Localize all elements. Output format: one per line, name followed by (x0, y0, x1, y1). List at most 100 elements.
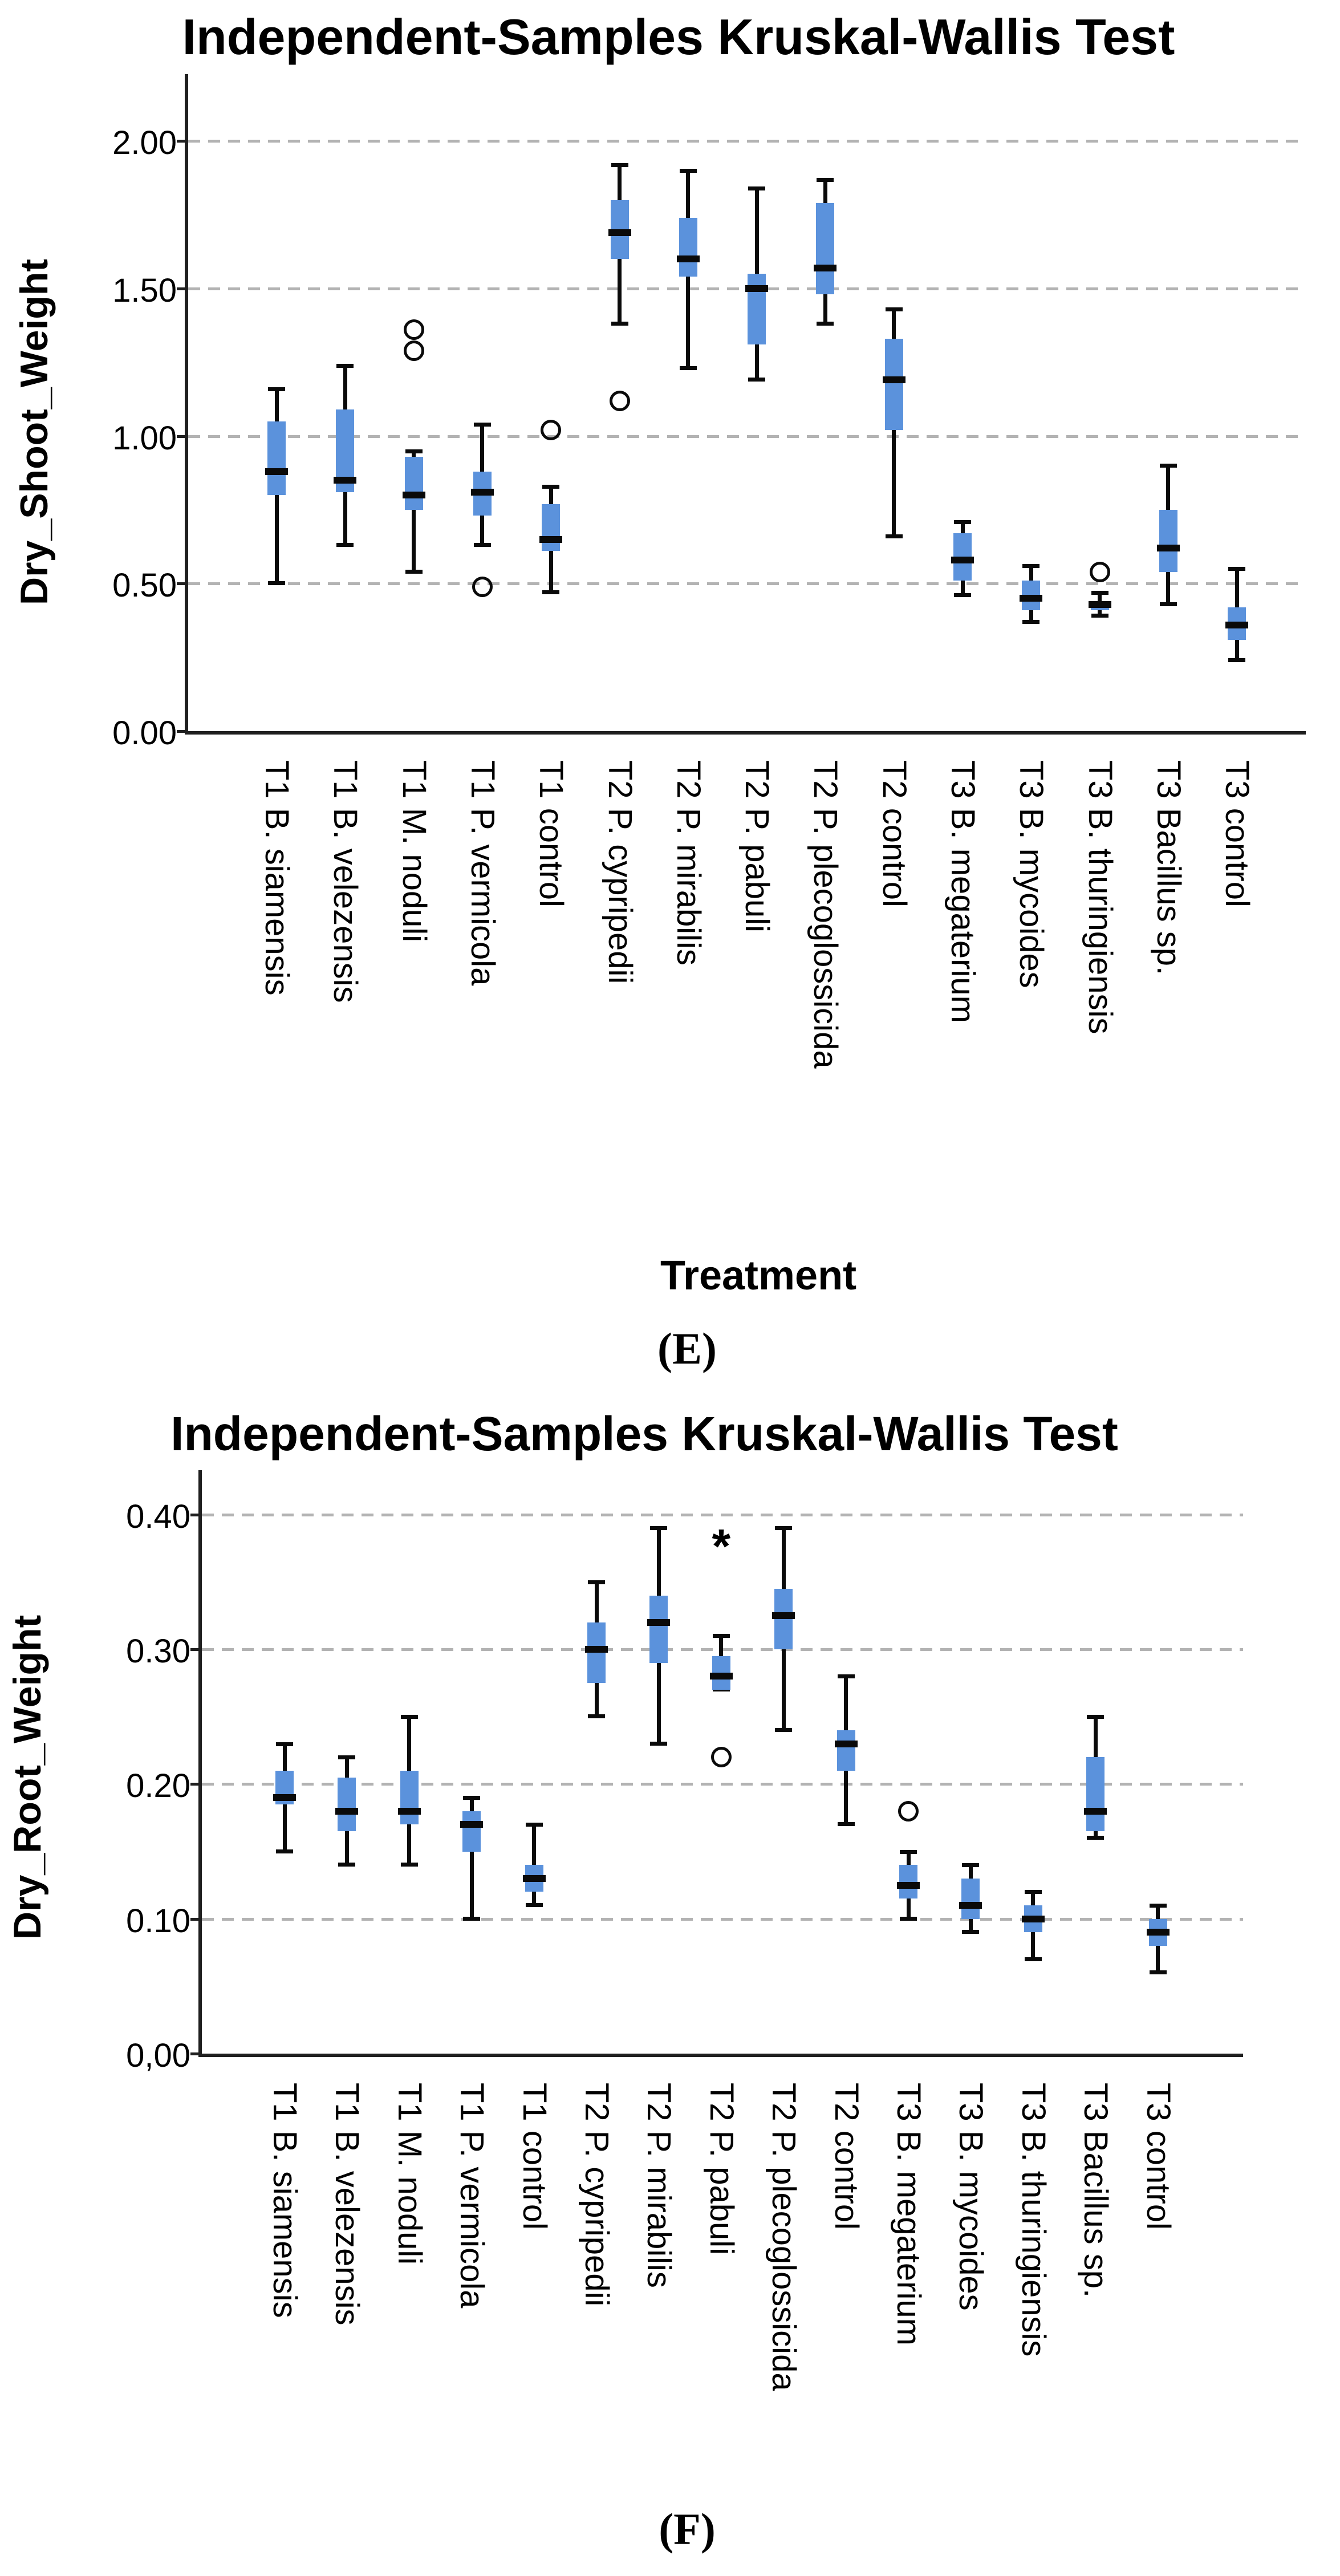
y-tick-mark (177, 582, 188, 586)
y-tick-mark (177, 287, 188, 291)
whisker-cap-high (837, 1674, 855, 1679)
x-category-label: T1 B. velezensis (328, 2083, 366, 2326)
median-line (1156, 545, 1180, 552)
x-axis-title: Treatment (660, 1253, 857, 1299)
box-iqr (748, 274, 766, 345)
median-line (745, 285, 769, 293)
whisker-cap-high (542, 484, 560, 489)
whisker-cap-high (962, 1863, 980, 1868)
median-line (608, 229, 631, 236)
whisker-cap-high (268, 387, 285, 391)
whisker-cap-low (885, 534, 903, 538)
median-line (522, 1875, 546, 1882)
whisker-line (412, 451, 416, 572)
whisker-cap-high (748, 186, 766, 191)
whisker-cap-high (775, 1526, 793, 1531)
whisker-cap-low (463, 1916, 481, 1921)
median-line (265, 468, 288, 475)
gridline (202, 1783, 1243, 1786)
whisker-cap-high (650, 1526, 668, 1531)
x-axis-line (198, 2054, 1243, 2057)
whisker-cap-low (525, 1903, 543, 1908)
median-line (470, 488, 494, 496)
chart-title: Independent-Samples Kruskal-Wallis Test (170, 1407, 1118, 1461)
x-category-label: T3 B. megaterium (944, 760, 981, 1023)
whisker-cap-low (650, 1741, 668, 1746)
whisker-cap-low (1228, 658, 1246, 662)
chart-title: Independent-Samples Kruskal-Wallis Test (182, 9, 1175, 65)
y-axis-line (185, 74, 188, 735)
outlier-circle (403, 319, 424, 340)
box-iqr (1086, 1757, 1105, 1832)
y-tick-mark (190, 1917, 202, 1921)
whisker-cap-high (885, 307, 903, 312)
box-iqr (679, 217, 697, 277)
box-iqr (462, 1811, 481, 1852)
whisker-cap-high (900, 1849, 917, 1854)
y-axis-title: Dry_Shoot_Weight (13, 258, 56, 605)
x-category-label: T2 P. plecoglossicida (807, 760, 844, 1069)
gridline (188, 582, 1306, 586)
median-line (676, 255, 700, 263)
box-iqr (837, 1730, 855, 1771)
x-category-label: T1 B. siamensis (266, 2083, 303, 2318)
box-iqr (338, 1777, 356, 1832)
median-line (335, 1807, 359, 1815)
whisker-cap-low (837, 1822, 855, 1827)
whisker-cap-low (1091, 614, 1108, 618)
x-category-label: T2 P. cypripedii (578, 2083, 615, 2307)
gridline (202, 1513, 1243, 1516)
whisker-cap-high (276, 1742, 293, 1746)
whisker-cap-low (400, 1863, 418, 1867)
median-line (1225, 621, 1249, 628)
median-line (460, 1821, 484, 1828)
x-category-label: T2 P. pabuli (738, 760, 776, 933)
median-line (585, 1646, 608, 1653)
whisker-cap-high (588, 1580, 605, 1584)
outlier-circle (541, 420, 562, 441)
whisker-cap-high (473, 423, 491, 427)
y-tick-label: 2.00 (112, 124, 177, 162)
y-tick-mark (177, 730, 188, 733)
whisker-cap-high (463, 1796, 481, 1800)
median-line (772, 1612, 795, 1620)
y-tick-mark (190, 1513, 202, 1516)
x-category-label: T3 control (1139, 2083, 1177, 2230)
whisker-line (532, 1824, 537, 1906)
whisker-cap-high (1149, 1904, 1167, 1908)
x-category-label: T1 control (533, 760, 570, 907)
y-tick-mark (190, 1648, 202, 1652)
whisker-cap-high (336, 363, 354, 368)
whisker-cap-low (588, 1714, 605, 1719)
whisker-cap-high (712, 1634, 730, 1638)
whisker-cap-low (1024, 1957, 1042, 1961)
x-category-label: T1 B. siamensis (258, 760, 295, 996)
whisker-cap-high (1091, 590, 1108, 595)
y-tick-label: 1.00 (112, 419, 177, 457)
gridline (188, 140, 1306, 143)
median-line (539, 536, 563, 543)
median-line (834, 1740, 858, 1747)
median-line (402, 492, 425, 499)
whisker-cap-high (525, 1823, 543, 1827)
whisker-cap-high (817, 177, 834, 182)
x-category-label: T2 P. mirabilis (669, 760, 707, 966)
median-line (1146, 1929, 1170, 1936)
y-tick-label: 0.20 (126, 1767, 190, 1805)
outlier-circle (898, 1800, 919, 1822)
outlier-circle (472, 576, 493, 597)
y-axis-line (198, 1470, 202, 2057)
median-line (709, 1673, 733, 1680)
panel-letter-F: (F) (659, 2504, 716, 2554)
x-category-label: T2 P. pabuli (703, 2083, 740, 2255)
x-category-label: T3 B. thuringiensis (1081, 760, 1119, 1035)
whisker-cap-low (405, 569, 423, 574)
box-iqr (404, 456, 423, 510)
median-line (1020, 595, 1043, 602)
box-iqr (267, 421, 286, 496)
median-line (959, 1902, 982, 1909)
y-tick-mark (177, 435, 188, 438)
x-category-label: T1 M. noduli (391, 2083, 428, 2265)
whisker-cap-high (1087, 1715, 1105, 1719)
x-category-label: T1 P. vermicola (464, 760, 501, 986)
